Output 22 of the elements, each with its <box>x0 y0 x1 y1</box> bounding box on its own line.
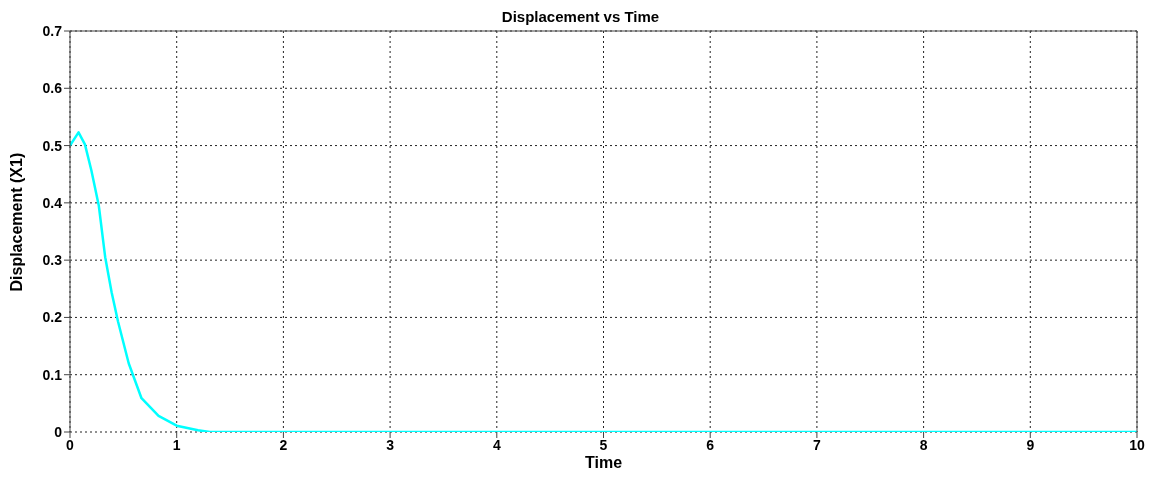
x-tick-label: 7 <box>813 436 821 453</box>
x-tick-label: 0 <box>66 436 75 453</box>
x-tick-label: 9 <box>1026 436 1035 453</box>
x-tick-label: 6 <box>706 436 715 453</box>
y-tick-label: 0.5 <box>42 137 63 154</box>
x-tick-label: 8 <box>919 436 928 453</box>
x-tick-label: 4 <box>492 436 501 453</box>
x-tick-label: 5 <box>599 436 608 453</box>
y-tick-label: 0 <box>54 423 63 440</box>
y-axis-title: Displacement (X1) <box>7 152 25 292</box>
y-tick-label: 0.4 <box>42 194 63 211</box>
y-tick-label: 0.2 <box>42 309 63 326</box>
y-tick-label: 0.6 <box>42 80 63 97</box>
chart-title: Displacement vs Time <box>501 8 660 25</box>
y-tick-label: 0.3 <box>42 252 63 269</box>
y-tick-label: 0.7 <box>42 22 63 39</box>
x-axis-title: Time <box>584 454 623 471</box>
x-tick-label: 1 <box>172 436 181 453</box>
x-tick-label: 2 <box>279 436 288 453</box>
y-tick-label: 0.1 <box>42 366 63 383</box>
x-tick-label: 10 <box>1129 436 1145 453</box>
x-tick-label: 3 <box>386 436 395 453</box>
